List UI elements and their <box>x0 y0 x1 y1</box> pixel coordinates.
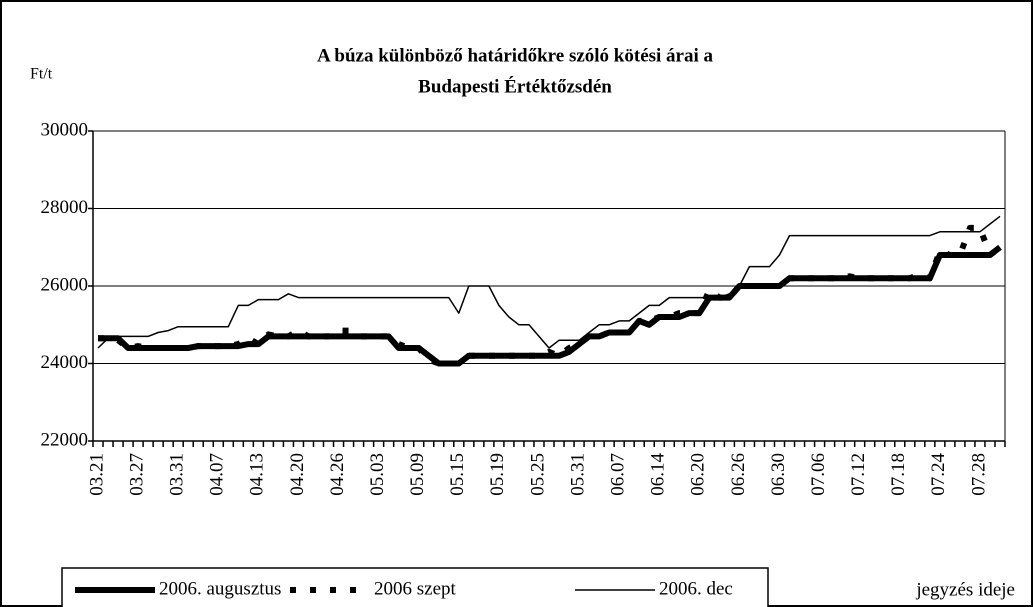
legend-label: 2006. dec <box>659 578 733 599</box>
x-tick-label: 05.31 <box>567 453 588 496</box>
x-tick-label: 06.07 <box>608 453 629 496</box>
x-tick-label: 06.14 <box>648 453 669 496</box>
x-tick-label: 05.15 <box>447 453 468 496</box>
x-tick-label: 07.28 <box>968 453 989 496</box>
x-tick-label: 03.27 <box>126 453 147 496</box>
series-line <box>98 224 1002 367</box>
x-tick-label: 03.31 <box>167 453 188 496</box>
x-tick-label: 05.25 <box>527 453 548 496</box>
x-tick-label: 07.12 <box>848 453 869 496</box>
x-tick-label: 04.07 <box>207 453 228 496</box>
x-tick-label: 05.03 <box>367 453 388 496</box>
x-tick-label: 05.19 <box>487 453 508 496</box>
chart-title: A búza különböző határidőkre szóló kötés… <box>317 45 714 66</box>
y-tick-label: 26000 <box>41 274 89 295</box>
y-tick-label: 24000 <box>41 352 89 373</box>
y-tick-label: 30000 <box>41 119 89 140</box>
x-tick-label: 07.18 <box>888 453 909 496</box>
x-tick-label: 04.26 <box>327 453 348 496</box>
y-tick-label: 28000 <box>41 197 89 218</box>
x-tick-label: 04.20 <box>287 453 308 496</box>
y-axis-label: Ft/t <box>30 66 53 83</box>
x-tick-label: 06.26 <box>728 453 749 496</box>
x-tick-label: 03.21 <box>86 453 107 496</box>
chart-title: Budapesti Értéktőzsdén <box>418 75 612 97</box>
legend-label: 2006. augusztus <box>159 578 281 599</box>
x-tick-label: 04.13 <box>247 453 268 496</box>
legend-label: 2006 szept <box>374 578 457 599</box>
x-tick-label: 07.06 <box>808 453 829 496</box>
x-axis-label: jegyzés ideje <box>915 579 1015 600</box>
x-tick-label: 06.20 <box>688 453 709 496</box>
y-tick-label: 22000 <box>41 429 89 450</box>
x-tick-label: 06.30 <box>768 453 789 496</box>
x-tick-label: 07.24 <box>928 453 949 496</box>
legend <box>61 567 769 607</box>
x-tick-label: 05.09 <box>407 453 428 496</box>
series-line <box>97 215 1001 349</box>
